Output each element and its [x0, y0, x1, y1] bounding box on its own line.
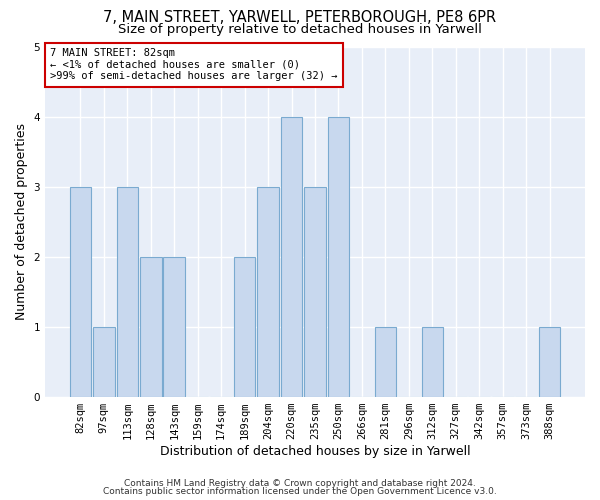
- Text: 7 MAIN STREET: 82sqm
← <1% of detached houses are smaller (0)
>99% of semi-detac: 7 MAIN STREET: 82sqm ← <1% of detached h…: [50, 48, 338, 82]
- Bar: [93, 326, 115, 396]
- Bar: [70, 186, 91, 396]
- Bar: [234, 256, 256, 396]
- Bar: [422, 326, 443, 396]
- Bar: [140, 256, 161, 396]
- Y-axis label: Number of detached properties: Number of detached properties: [15, 123, 28, 320]
- Bar: [257, 186, 279, 396]
- X-axis label: Distribution of detached houses by size in Yarwell: Distribution of detached houses by size …: [160, 444, 470, 458]
- Bar: [281, 116, 302, 396]
- Text: Contains HM Land Registry data © Crown copyright and database right 2024.: Contains HM Land Registry data © Crown c…: [124, 478, 476, 488]
- Bar: [116, 186, 138, 396]
- Text: 7, MAIN STREET, YARWELL, PETERBOROUGH, PE8 6PR: 7, MAIN STREET, YARWELL, PETERBOROUGH, P…: [103, 10, 497, 25]
- Bar: [374, 326, 396, 396]
- Text: Contains public sector information licensed under the Open Government Licence v3: Contains public sector information licen…: [103, 487, 497, 496]
- Text: Size of property relative to detached houses in Yarwell: Size of property relative to detached ho…: [118, 22, 482, 36]
- Bar: [328, 116, 349, 396]
- Bar: [539, 326, 560, 396]
- Bar: [304, 186, 326, 396]
- Bar: [163, 256, 185, 396]
